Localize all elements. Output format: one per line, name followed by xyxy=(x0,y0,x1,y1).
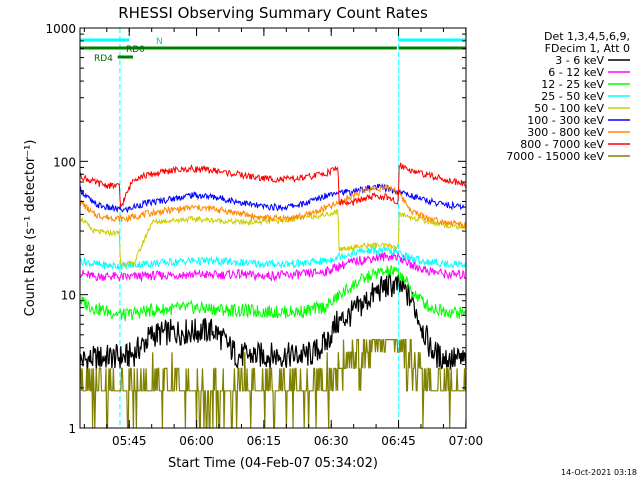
series-line-5 xyxy=(79,183,467,214)
chart-title: RHESSI Observing Summary Count Rates xyxy=(118,4,428,22)
series-layer xyxy=(79,162,467,429)
legend-label: 800 - 7000 keV xyxy=(520,138,604,151)
x-tick-label: 06:00 xyxy=(179,434,214,448)
series-line-2 xyxy=(79,265,467,322)
series-line-1 xyxy=(79,251,467,283)
x-tick-label: 05:45 xyxy=(112,434,147,448)
flag-label-n: N xyxy=(156,37,163,47)
x-axis-label: Start Time (04-Feb-07 05:34:02) xyxy=(168,456,378,471)
series-line-3 xyxy=(79,244,467,270)
y-tick-label: 10 xyxy=(61,289,76,303)
y-tick-label: 1000 xyxy=(45,22,76,36)
footer-timestamp: 14-Oct-2021 03:18 xyxy=(561,468,637,477)
legend-label: 12 - 25 keV xyxy=(541,78,604,91)
y-axis-label: Count Rate (s⁻¹ detector⁻¹) xyxy=(23,140,38,317)
legend-header-decimation: FDecim 1, Att 0 xyxy=(545,42,630,55)
legend: Det 1,3,4,5,6,9, FDecim 1, Att 0 3 - 6 k… xyxy=(506,30,630,163)
legend-label: 3 - 6 keV xyxy=(555,54,604,67)
y-tick-label: 100 xyxy=(53,155,76,169)
legend-label: 50 - 100 keV xyxy=(534,102,604,115)
legend-label: 6 - 12 keV xyxy=(548,66,604,79)
legend-label: 100 - 300 keV xyxy=(527,114,604,127)
x-tick-label: 07:00 xyxy=(449,434,484,448)
legend-label: 300 - 800 keV xyxy=(527,126,604,139)
series-line-8 xyxy=(80,339,466,429)
flag-label-rd4: RD4 xyxy=(94,54,113,64)
y-tick-label: 1 xyxy=(68,422,76,436)
axes-layer: 1 10 100 1000 05:45 06:00 06:15 06:30 06:45 07:00 xyxy=(45,22,483,448)
plot-frame xyxy=(79,27,467,429)
x-tick-label: 06:15 xyxy=(247,434,282,448)
legend-label: 7000 - 15000 keV xyxy=(506,150,604,163)
flag-label-rd0: RD0 xyxy=(126,45,145,55)
x-tick-label: 06:30 xyxy=(314,434,349,448)
series-line-7 xyxy=(79,162,467,207)
x-tick-label: 06:45 xyxy=(381,434,416,448)
legend-header-detectors: Det 1,3,4,5,6,9, xyxy=(544,30,630,43)
legend-label: 25 - 50 keV xyxy=(541,90,604,103)
series-line-0 xyxy=(79,273,467,373)
series-line-6 xyxy=(79,183,467,230)
